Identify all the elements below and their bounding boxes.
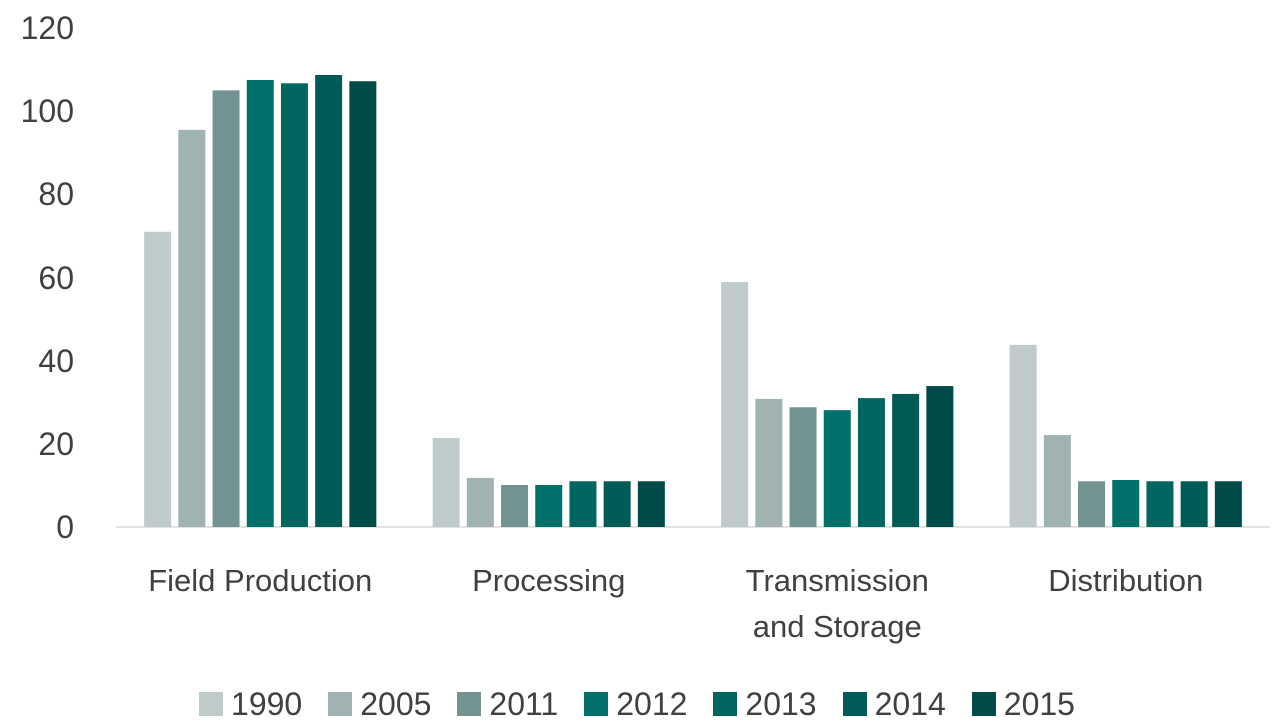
bar — [432, 438, 460, 527]
legend-swatch — [971, 692, 996, 716]
y-tick-label: 60 — [38, 259, 74, 296]
x-tick-label: Field Production — [148, 563, 373, 598]
bar — [1112, 480, 1140, 527]
legend-label: 2011 — [489, 686, 559, 722]
legend-swatch — [328, 692, 353, 716]
bar — [280, 83, 308, 527]
legend-label: 2012 — [616, 686, 688, 722]
bar — [892, 393, 920, 527]
bar — [823, 410, 851, 527]
bar — [144, 231, 172, 527]
legend-swatch — [457, 692, 482, 716]
y-tick-label: 80 — [38, 176, 74, 213]
bar — [789, 407, 817, 527]
bar — [466, 477, 494, 527]
legend-item: 2012 — [584, 684, 687, 724]
y-tick-label: 100 — [20, 93, 74, 130]
legend-item: 2014 — [842, 684, 946, 724]
bar — [535, 485, 563, 527]
legend-swatch — [584, 692, 609, 716]
legend-swatch — [842, 692, 867, 716]
bar — [926, 386, 954, 527]
bar — [569, 481, 597, 527]
bar — [349, 81, 377, 527]
bar — [637, 481, 665, 527]
legend-label: 2005 — [360, 686, 432, 722]
legend-swatch — [713, 692, 738, 716]
bar — [1214, 481, 1242, 527]
bar — [1043, 435, 1071, 527]
legend-label: 2014 — [874, 686, 946, 722]
legend-label: 1990 — [231, 686, 303, 722]
bar — [315, 74, 343, 527]
x-tick-label: Transmission and Storage — [745, 563, 929, 644]
legend: 1990 2005 2011 2012 2013 2014 2015 — [0, 684, 1274, 724]
y-tick-label: 120 — [20, 10, 74, 46]
legend-label: 2013 — [745, 686, 817, 722]
bar — [1078, 481, 1106, 527]
bar — [501, 485, 529, 527]
bar — [246, 79, 274, 528]
y-tick-label: 20 — [38, 425, 74, 462]
y-tick-label: 0 — [56, 509, 74, 545]
bar — [212, 90, 240, 527]
legend-item: 2015 — [971, 684, 1075, 724]
legend-label: 2015 — [1003, 686, 1075, 722]
bar — [603, 481, 631, 527]
legend-swatch — [199, 692, 224, 716]
bar — [755, 398, 783, 527]
x-tick-label: Processing — [472, 563, 626, 598]
bar — [1180, 481, 1208, 527]
x-tick-label: Distribution — [1048, 563, 1204, 598]
legend-item: 2013 — [713, 684, 817, 724]
legend-item: 2005 — [328, 684, 431, 724]
bar — [857, 398, 885, 527]
bar — [178, 129, 206, 528]
bar — [1146, 481, 1174, 527]
bar — [1009, 344, 1037, 527]
legend-item: 1990 — [199, 684, 302, 724]
y-tick-label: 40 — [38, 342, 74, 379]
legend-item: 2011 — [457, 684, 558, 724]
bar — [721, 282, 749, 527]
